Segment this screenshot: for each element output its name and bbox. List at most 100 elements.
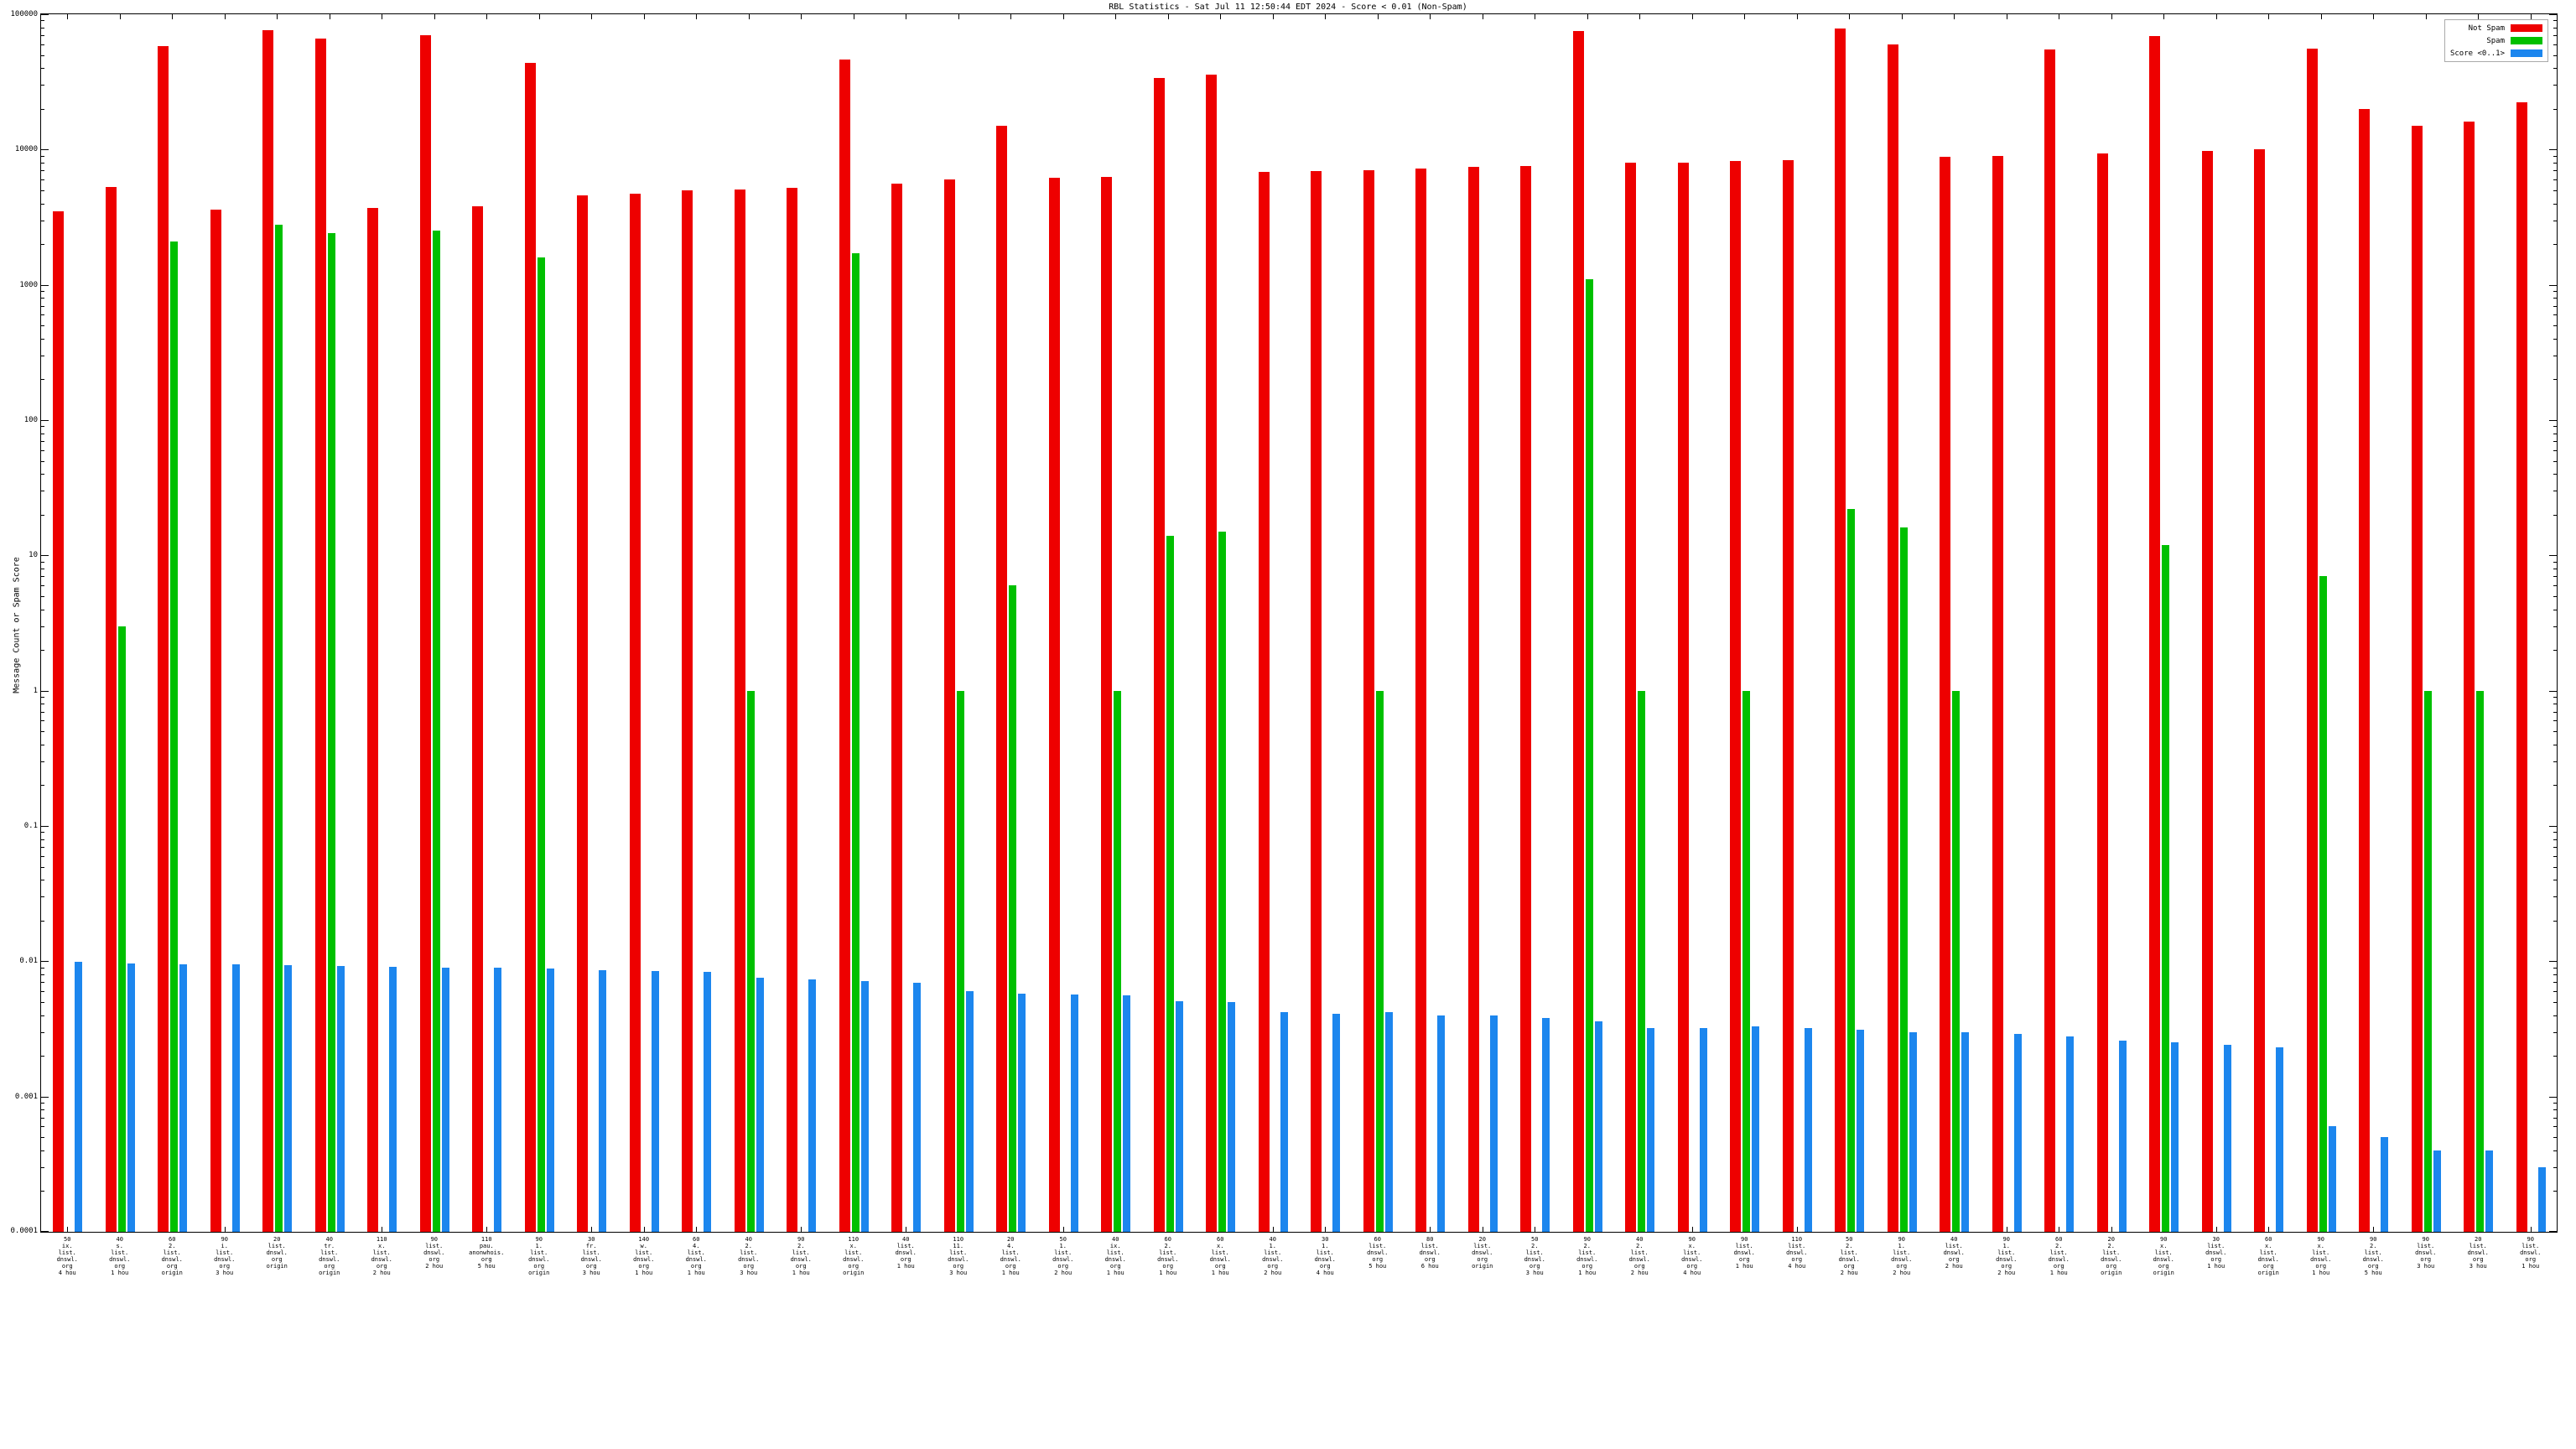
bar-score <box>860 981 869 1232</box>
x-tick-label-line: 4 hou <box>1683 1270 1701 1276</box>
y-minor-tick-mirror <box>2553 155 2557 157</box>
x-tick-label-line: dnswl. <box>1524 1256 1545 1263</box>
x-tick-label: 90 1. list. dnswl. org 2 hou <box>1869 1236 1935 1276</box>
x-tick-mirror <box>1220 14 1222 19</box>
x-tick-label-line: 90 <box>2370 1236 2377 1243</box>
y-minor-tick-mirror <box>2553 68 2557 70</box>
y-minor-tick-mirror <box>2553 896 2557 898</box>
x-tick-label-line: dnswl. <box>2362 1256 2384 1263</box>
bar-not-spam <box>2096 153 2108 1232</box>
x-tick-label-line: 110 <box>480 1236 492 1243</box>
bar-spam <box>1218 531 1227 1232</box>
x-tick-label-line: org <box>1267 1263 1279 1270</box>
x-tick-label-line: list. <box>1893 1249 1911 1256</box>
y-minor-tick <box>41 170 44 172</box>
x-tick-label-line: 2. <box>2370 1243 2377 1249</box>
x-tick-label-line: 1 hou <box>1211 1270 1229 1276</box>
x-tick-label-line: org <box>1843 1263 1855 1270</box>
bar-score <box>284 964 293 1232</box>
bar-not-spam <box>1887 44 1898 1232</box>
x-tick <box>1062 1227 1064 1232</box>
bar-score <box>2276 1047 2284 1232</box>
bar-score <box>2328 1126 2336 1232</box>
x-tick-label-line: 60 <box>693 1236 700 1243</box>
x-tick-label-line: 2 hou <box>1840 1270 1858 1276</box>
x-tick-label-line: org <box>743 1263 755 1270</box>
y-minor-tick <box>41 34 44 36</box>
x-tick-label-line: list. <box>1735 1243 1753 1249</box>
x-tick-mirror <box>696 14 698 19</box>
x-tick <box>1430 1227 1431 1232</box>
x-tick-label-line: 90 <box>1583 1236 1591 1243</box>
y-minor-tick-mirror <box>2553 839 2557 840</box>
bar-not-spam <box>2201 150 2213 1232</box>
x-tick-label-line: 20 <box>273 1236 281 1243</box>
x-tick-label-line: dnswl. <box>895 1249 917 1256</box>
bar-spam <box>1585 278 1593 1232</box>
x-tick <box>1691 1227 1693 1232</box>
bar-not-spam <box>787 188 798 1232</box>
bar-not-spam <box>1730 161 1742 1232</box>
y-minor-tick <box>41 291 44 293</box>
x-tick-label-line: origin <box>528 1270 550 1276</box>
y-minor-tick <box>41 991 44 993</box>
x-tick-label-line: 110 <box>1791 1236 1803 1243</box>
y-minor-tick-mirror <box>2553 855 2557 857</box>
x-tick-label: 40 2. list. dnswl. org 3 hou <box>716 1236 782 1276</box>
x-tick-label: 20 list. dnswl. org origin <box>244 1236 310 1270</box>
bar-spam <box>275 224 283 1232</box>
x-tick-label-line: 30 <box>1322 1236 1329 1243</box>
x-tick-label-line: dnswl. <box>1314 1256 1336 1263</box>
x-tick-label-line: 90 <box>2422 1236 2429 1243</box>
x-tick-label-line: dnswl. <box>266 1249 288 1256</box>
y-minor-tick-mirror <box>2553 325 2557 327</box>
bar-not-spam <box>1153 77 1165 1232</box>
y-minor-tick-mirror <box>2553 967 2557 969</box>
x-tick-label-line: org <box>848 1263 860 1270</box>
bar-not-spam <box>472 206 484 1232</box>
bar-not-spam <box>367 207 379 1232</box>
x-tick-label-line: 140 <box>638 1236 650 1243</box>
x-tick-label-line: 110 <box>953 1236 964 1243</box>
x-tick-label-line: list. <box>792 1249 810 1256</box>
legend-label-not-spam: Not Spam <box>2468 23 2505 33</box>
y-tick-mirror <box>2549 1231 2557 1232</box>
x-tick-label-line: 40 <box>745 1236 752 1243</box>
y-minor-tick <box>41 595 44 597</box>
x-tick-label: 90 2. list. dnswl. org 1 hou <box>768 1236 834 1276</box>
x-tick-label-line: 20 <box>2107 1236 2115 1243</box>
y-minor-tick <box>41 155 44 157</box>
y-minor-tick <box>41 561 44 563</box>
x-tick-label-line: dnswl. <box>423 1249 445 1256</box>
y-tick-label: 10000 <box>14 145 38 154</box>
x-tick-label-line: dnswl. <box>214 1256 236 1263</box>
x-tick-label-line: dnswl. <box>1262 1256 1284 1263</box>
y-tick <box>41 826 49 827</box>
y-minor-tick-mirror <box>2553 291 2557 293</box>
x-tick-label-line: org <box>1057 1263 1069 1270</box>
x-tick-label-line: list. <box>1473 1243 1492 1249</box>
x-tick-label-line: dnswl. <box>2048 1256 2070 1263</box>
x-tick-mirror <box>67 14 69 19</box>
bar-score <box>1752 1026 1760 1232</box>
x-tick-mirror <box>486 14 488 19</box>
x-tick-label-line: org <box>2210 1256 2222 1263</box>
x-tick-label-line: origin <box>843 1270 865 1276</box>
x-tick-label-line: list. <box>1525 1249 1544 1256</box>
y-tick-label: 100 <box>23 416 38 424</box>
y-minor-tick <box>41 1191 44 1192</box>
bar-not-spam <box>1258 172 1270 1232</box>
x-tick-label-line: s. <box>116 1243 123 1249</box>
bar-spam <box>327 233 335 1232</box>
bar-not-spam <box>629 194 641 1232</box>
bar-score <box>2485 1150 2494 1232</box>
y-minor-tick <box>41 449 44 451</box>
y-minor-tick <box>41 338 44 340</box>
y-minor-tick <box>41 85 44 86</box>
x-tick-label-line: org <box>1477 1256 1488 1263</box>
y-tick-mirror <box>2549 826 2557 827</box>
y-minor-tick-mirror <box>2553 338 2557 340</box>
x-tick-label-line: 90 <box>430 1236 438 1243</box>
x-tick-label-line: dnswl. <box>1733 1249 1755 1256</box>
y-minor-tick <box>41 68 44 70</box>
